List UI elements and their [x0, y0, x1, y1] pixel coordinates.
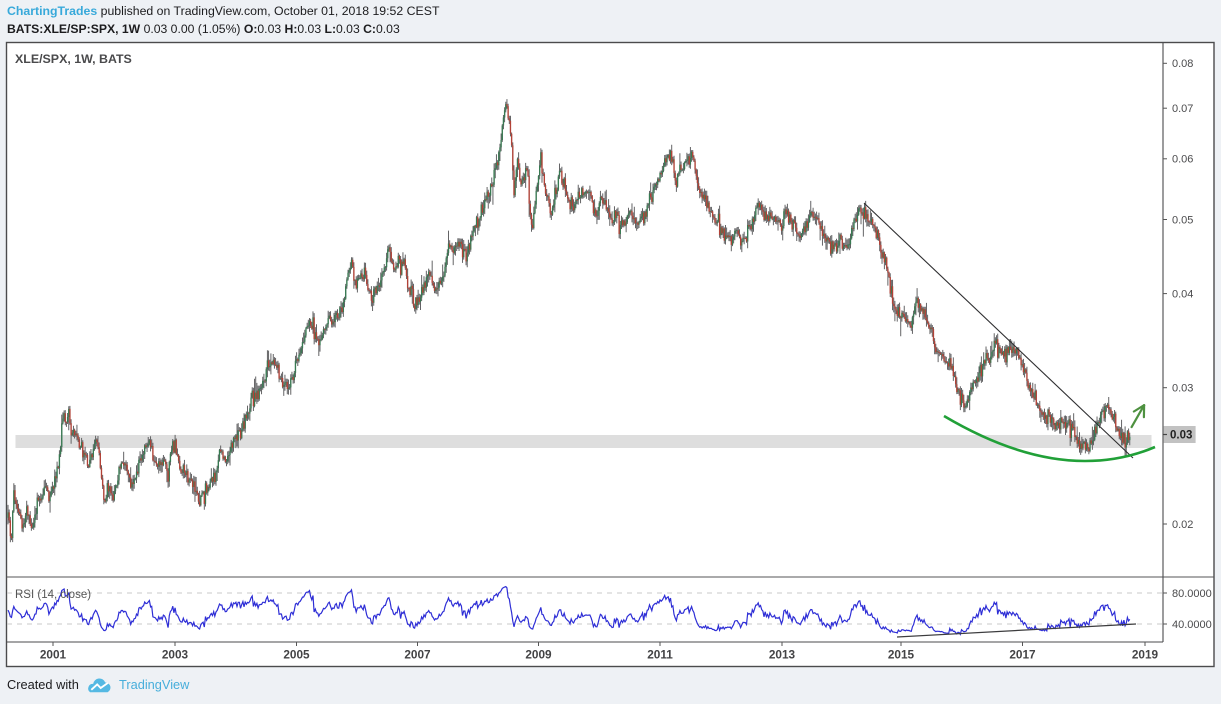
svg-text:2009: 2009	[525, 648, 552, 662]
svg-text:0.03: 0.03	[1170, 430, 1192, 442]
svg-text:2003: 2003	[162, 648, 189, 662]
svg-text:2019: 2019	[1132, 648, 1159, 662]
svg-text:2005: 2005	[283, 648, 310, 662]
svg-text:0.06: 0.06	[1172, 154, 1193, 166]
svg-text:2015: 2015	[888, 648, 915, 662]
svg-text:2017: 2017	[1009, 648, 1036, 662]
svg-text:2013: 2013	[769, 648, 796, 662]
svg-text:80.0000: 80.0000	[1172, 588, 1212, 600]
svg-text:0.02: 0.02	[1172, 519, 1193, 531]
svg-text:0.05: 0.05	[1172, 214, 1193, 226]
svg-text:0.03: 0.03	[1172, 383, 1193, 395]
svg-text:2001: 2001	[40, 648, 67, 662]
svg-text:0.07: 0.07	[1172, 103, 1193, 115]
svg-text:2007: 2007	[404, 648, 431, 662]
svg-text:0.04: 0.04	[1172, 288, 1193, 300]
svg-text:2011: 2011	[647, 648, 673, 662]
svg-text:40.0000: 40.0000	[1172, 619, 1212, 631]
svg-text:0.08: 0.08	[1172, 58, 1193, 70]
